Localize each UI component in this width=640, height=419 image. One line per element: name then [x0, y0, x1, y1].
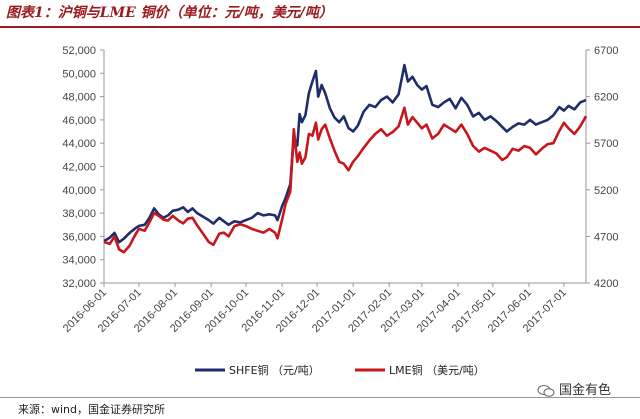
y-left-tick-label: 46,000 [62, 115, 96, 127]
chart-lines [103, 63, 588, 254]
chart-axes: 32,000 34,000 36,000 38,000 40,000 42,000 44,0… [61, 45, 619, 335]
y-right-tick-label: 6700 [594, 45, 618, 57]
y-right-tick-label: 6200 [594, 92, 618, 104]
copper-price-chart: 32,000 34,000 36,000 38,000 40,000 42,000 44,0… [61, 45, 619, 377]
y-right-tick-label: 5700 [594, 138, 618, 150]
chart-legend: SHFE铜 （元/吨） LME铜 （美元/吨） [195, 363, 485, 377]
chart-title: 图表1：沪铜与LME 铜价（单位：元/吨，美元/吨） [6, 5, 333, 21]
y-right-tick-label: 4700 [594, 231, 618, 243]
legend-label-lme: LME铜 （美元/吨） [389, 363, 485, 377]
y-left-tick-label: 38,000 [62, 208, 96, 220]
wechat-icon [537, 384, 555, 397]
legend-label-shfe: SHFE铜 （元/吨） [229, 363, 320, 377]
y-left-tick-label: 42,000 [62, 162, 96, 174]
footer-divider [0, 397, 640, 398]
wechat-watermark: 国金有色 [537, 379, 611, 398]
watermark-text: 国金有色 [559, 383, 612, 398]
y-right-tick-label: 4200 [594, 278, 618, 290]
y-left-tick-label: 50,000 [62, 68, 96, 80]
y-left-tick-label: 34,000 [62, 255, 96, 267]
shfe-copper-line [103, 63, 587, 244]
y-left-tick-label: 32,000 [62, 278, 96, 290]
y-left-tick-label: 44,000 [62, 138, 96, 150]
source-note: 来源：wind，国金证券研究所 [18, 403, 166, 416]
y-left-tick-label: 48,000 [62, 92, 96, 104]
y-left-tick-label: 52,000 [62, 45, 96, 57]
lme-copper-line [103, 106, 588, 254]
y-left-tick-label: 36,000 [62, 231, 96, 243]
y-left-tick-label: 40,000 [62, 185, 96, 197]
y-right-tick-label: 5200 [594, 185, 618, 197]
title-divider [0, 26, 640, 28]
